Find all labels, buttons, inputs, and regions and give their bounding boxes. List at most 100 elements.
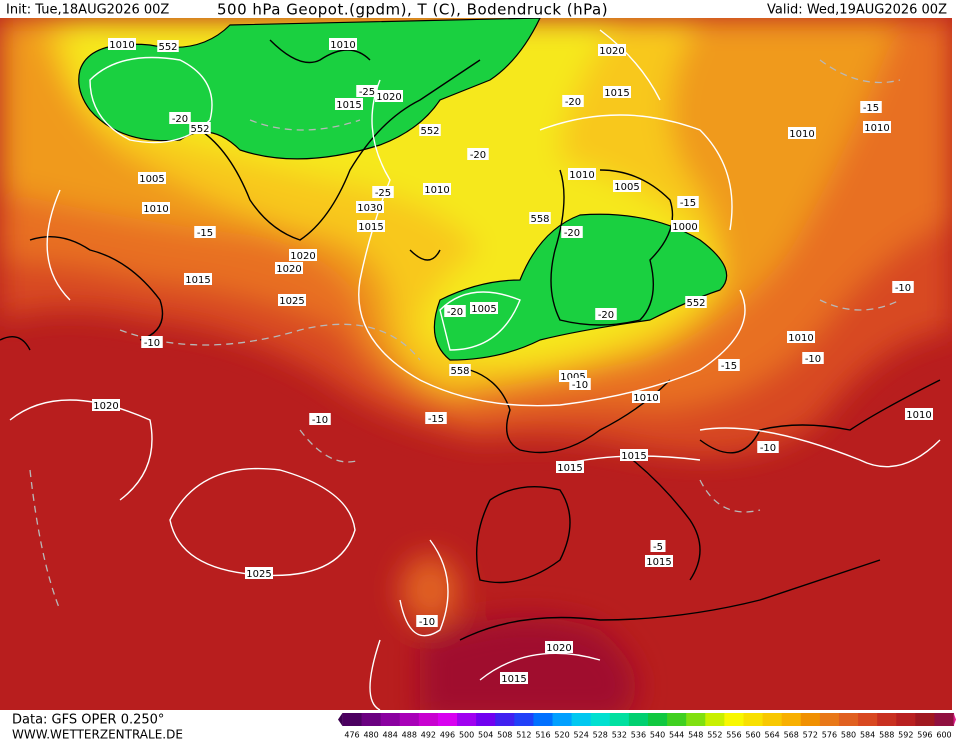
contour-label: 1005 (560, 372, 585, 383)
contour-label: -20 (565, 97, 581, 108)
contour-label: 1010 (569, 170, 594, 181)
label-box (562, 95, 584, 107)
colorbar-tick-label: 588 (879, 731, 894, 740)
label-box (423, 183, 451, 195)
contour-label: -15 (197, 228, 213, 239)
colorbar-cell (361, 713, 382, 726)
contour-label: -20 (447, 307, 463, 318)
label-box (561, 226, 583, 238)
contour-label: 1010 (330, 40, 355, 51)
label-box (650, 540, 666, 552)
colorbar-tick-label: 496 (440, 731, 455, 740)
colorbar-tick-label: 552 (707, 731, 722, 740)
label-box (467, 148, 489, 160)
label-box (757, 441, 779, 453)
colorbar-cell (915, 713, 935, 726)
colorbar-tick-label: 600 (936, 731, 951, 740)
contour-label: 1015 (621, 451, 646, 462)
label-box (788, 127, 816, 139)
colorbar-cell (533, 713, 554, 726)
label-box (169, 112, 191, 124)
colorbar-cell (667, 713, 687, 726)
contour-label: -15 (428, 414, 444, 425)
label-box (289, 249, 317, 261)
colorbar-tick-label: 512 (516, 731, 531, 740)
valid-time: Valid: Wed,19AUG2026 00Z (767, 3, 947, 18)
colorbar-cell (514, 713, 534, 726)
contour-label: 1015 (358, 222, 383, 233)
data-source: Data: GFS OPER 0.250° (12, 713, 164, 728)
contour-label: 1015 (185, 275, 210, 286)
colorbar-tick-label: 560 (745, 731, 760, 740)
label-box (603, 86, 631, 98)
colorbar-high-arrow (953, 713, 956, 726)
label-box (335, 98, 363, 110)
colorbar-tick-label: 596 (917, 731, 932, 740)
colorbar-tick-label: 476 (344, 731, 359, 740)
colorbar-tick-label: 564 (764, 731, 779, 740)
colorbar-tick-label: 488 (402, 731, 417, 740)
colorbar-tick-label: 508 (497, 731, 512, 740)
colorbar-cell (476, 713, 496, 726)
label-box (545, 641, 573, 653)
contour-label: -20 (172, 114, 188, 125)
label-box (569, 378, 591, 390)
colorbar-cell (686, 713, 706, 726)
label-box (568, 168, 596, 180)
contour-label: -10 (144, 338, 160, 349)
colorbar-tick-label: 528 (593, 731, 608, 740)
label-box (863, 121, 891, 133)
colorbar-tick-label: 504 (478, 731, 493, 740)
colorbar-cell (705, 713, 725, 726)
contour-label: 1010 (109, 40, 134, 51)
label-box (425, 412, 447, 424)
label-box (556, 461, 584, 473)
label-box (278, 294, 306, 306)
label-box (444, 305, 466, 317)
colorbar-cell (437, 713, 458, 726)
colorbar-tick-label: 500 (459, 731, 474, 740)
label-box (357, 220, 385, 232)
label-box (718, 359, 740, 371)
colorbar-cell (457, 713, 477, 726)
label-box (613, 180, 641, 192)
colorbar-cell (762, 713, 783, 726)
init-time: Init: Tue,18AUG2026 00Z (6, 3, 169, 18)
label-box (108, 38, 136, 50)
contour-label: 558 (450, 366, 469, 377)
label-box (375, 90, 403, 102)
contour-label: 1005 (614, 182, 639, 193)
label-box (620, 449, 648, 461)
contour-label: -20 (598, 310, 614, 321)
contour-label: 1010 (788, 333, 813, 344)
map-field (0, 18, 952, 710)
contour-label: -15 (863, 103, 879, 114)
contour-label: 1015 (646, 557, 671, 568)
colorbar-tick-label: 492 (421, 731, 436, 740)
label-box (685, 296, 707, 308)
label-box (860, 101, 882, 113)
colorbar-tick-label: 480 (363, 731, 378, 740)
label-box (142, 202, 170, 214)
contour-label: 1030 (357, 203, 382, 214)
label-box (632, 391, 660, 403)
label-box (892, 281, 914, 293)
label-box (141, 336, 163, 348)
label-box (529, 212, 551, 224)
colorbar-tick-label: 556 (726, 731, 741, 740)
label-box (470, 302, 498, 314)
label-box (677, 196, 699, 208)
colorbar-cell (648, 713, 668, 726)
contour-label: 1020 (290, 251, 315, 262)
contour-label: 1020 (276, 264, 301, 275)
colorbar-tick-label: 536 (631, 731, 646, 740)
label-box (449, 364, 471, 376)
label-box (157, 40, 179, 52)
colorbar-cell (934, 713, 955, 726)
label-box (598, 44, 626, 56)
colorbar-cell (819, 713, 840, 726)
contour-label: 1005 (471, 304, 496, 315)
colorbar-tick-label: 576 (822, 731, 837, 740)
colorbar-cell (858, 713, 878, 726)
colorbar-tick-label: 548 (688, 731, 703, 740)
